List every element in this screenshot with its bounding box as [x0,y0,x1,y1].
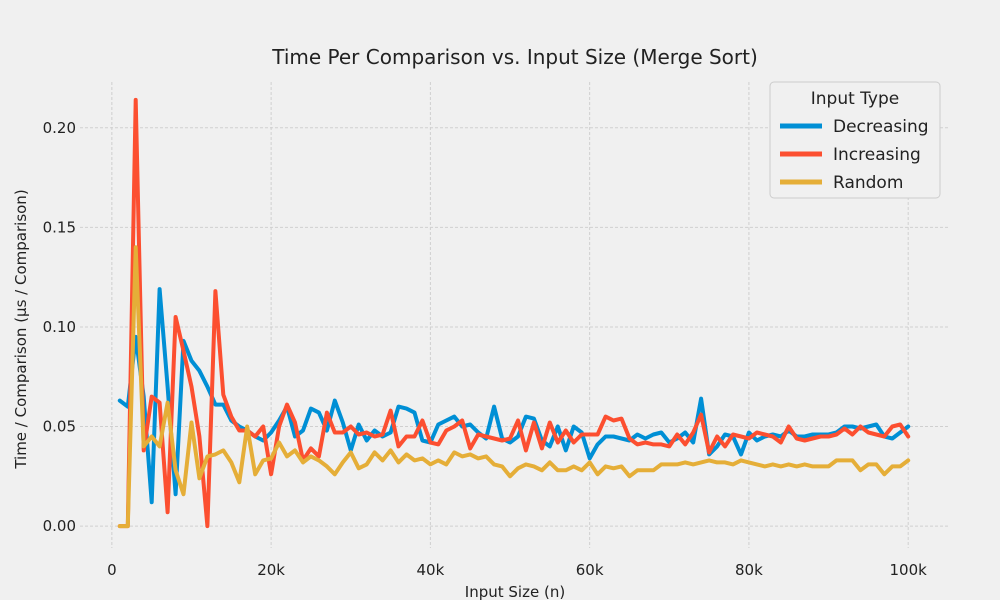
x-tick-label: 80k [735,561,763,579]
x-tick-label: 60k [576,561,604,579]
x-tick-label: 20k [257,561,285,579]
y-tick-label: 0.00 [43,517,76,535]
x-axis-label: Input Size (n) [465,583,565,600]
legend-label-decreasing: Decreasing [833,117,929,137]
x-tick-label: 0 [107,561,117,579]
chart-title: Time Per Comparison vs. Input Size (Merg… [271,45,758,69]
y-tick-label: 0.20 [43,119,76,137]
y-axis-ticks: 0.00 0.05 0.10 0.15 0.20 [43,119,76,535]
x-tick-label: 100k [890,561,928,579]
legend: Input Type Decreasing Increasing Random [769,81,941,199]
legend-label-increasing: Increasing [833,145,921,165]
legend-label-random: Random [833,173,903,193]
y-tick-label: 0.15 [43,218,76,236]
legend-title: Input Type [811,89,899,109]
legend-items: Decreasing Increasing Random [780,117,929,193]
series-lines [117,97,911,529]
y-tick-label: 0.05 [43,418,76,436]
x-tick-label: 40k [416,561,444,579]
series-line-increasing [117,97,911,529]
y-tick-label: 0.10 [43,318,76,336]
y-axis-label: Time / Comparison (μs / Comparison) [12,189,30,469]
legend-box [769,81,941,199]
x-axis-ticks: 0 20k 40k 60k 80k 100k [107,561,927,579]
series-line-random [117,245,911,529]
